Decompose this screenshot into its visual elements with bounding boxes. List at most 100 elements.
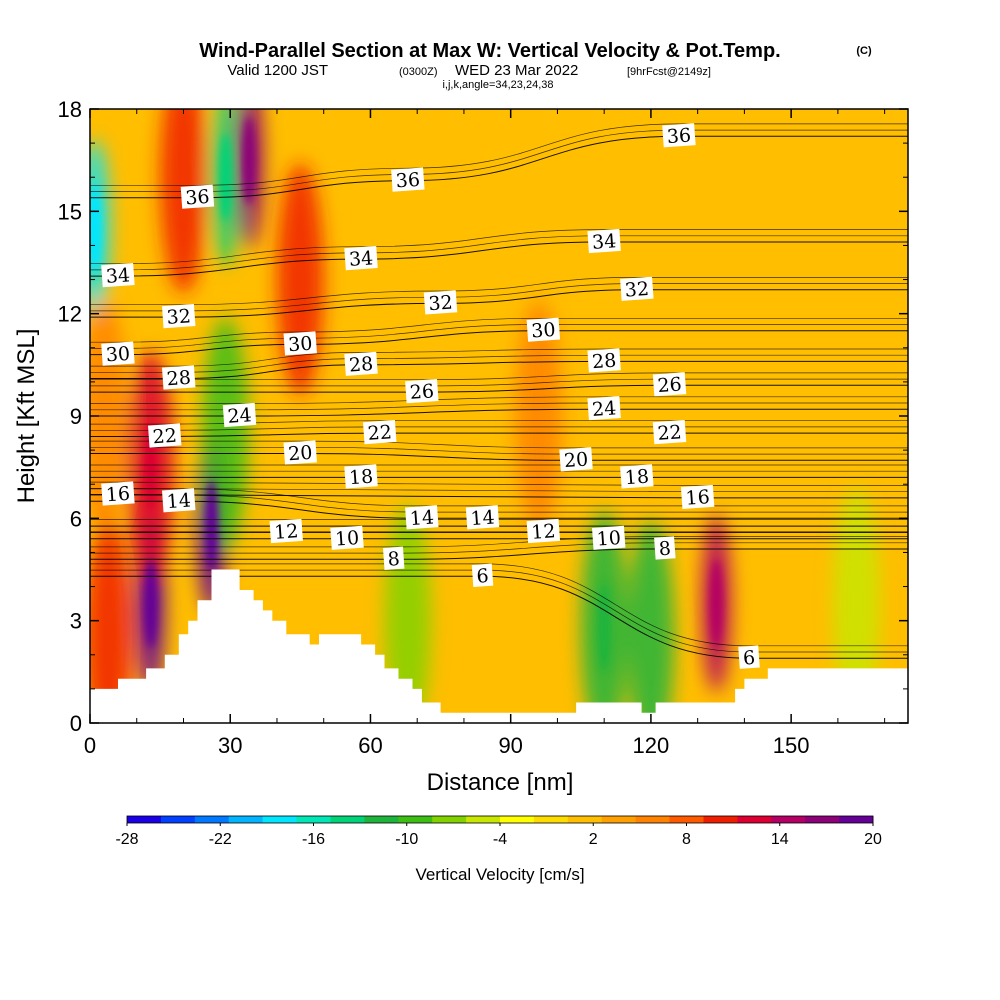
label-text: 24 [591,397,617,421]
isentrope-20 [90,452,908,461]
label-box [592,525,626,550]
isentrope-labels: 36 36 36 34 34 34 32 32 32 30 30 30 28 28 28 26 26 24 24 22… [101,123,760,670]
label-text: 10 [334,527,360,551]
isentrope-label-28: 28 [587,348,621,373]
label-text: 8 [387,548,401,571]
colorbar-swatch [296,816,331,823]
isentrope-8 [90,548,908,560]
label-text: 6 [742,647,756,670]
velocity-core-6 [204,480,219,570]
isentrope-minor-36-1 [90,123,908,186]
velocity-core-15 [709,559,723,648]
label-box [363,420,397,445]
colorbar-swatch [737,816,772,823]
label-text: 22 [657,421,683,445]
isentrope-label-22: 22 [652,420,687,445]
label-box [526,518,561,544]
isentrope-minor-6-0 [90,569,908,653]
isentrope-label-30: 30 [526,317,561,343]
label-text: 18 [624,466,650,490]
isentrope-label-6: 6 [471,563,494,588]
label-text: 8 [658,538,672,561]
label-box [662,123,696,148]
isentrope-label-22: 22 [148,423,182,448]
isentrope-minor-32-1 [90,277,908,306]
label-text: 32 [624,278,650,302]
isentrope-label-18: 18 [620,464,654,489]
y-tick-label: 9 [70,404,82,429]
isentrope-minor-16-1 [90,481,908,486]
x-tick-label: 60 [358,733,382,758]
isentrope-label-12: 12 [526,518,561,544]
isentrope-label-30: 30 [101,341,135,366]
label-box [471,563,494,587]
valid-date: WED 23 Mar 2022 [455,62,578,79]
isentrope-label-22: 22 [363,420,397,445]
label-text: 24 [227,404,253,428]
label-box [465,505,500,530]
label-box [559,447,593,472]
velocity-cell-16 [833,487,880,720]
label-box [101,341,135,366]
label-box [162,304,196,329]
isentrope-label-14: 14 [162,488,196,513]
isentrope-minor-8-1 [90,536,908,548]
colorbar-swatch [771,816,806,823]
label-box [391,167,425,192]
label-box [738,645,760,669]
label-text: 34 [105,264,131,288]
label-box [101,481,135,506]
label-box [148,423,182,448]
label-text: 18 [348,466,374,490]
label-box [162,488,196,513]
isentrope-label-14: 14 [465,505,500,530]
label-box [283,331,317,356]
label-box [269,518,303,544]
label-text: 12 [273,520,299,544]
label-text: 36 [185,186,211,210]
vertical-velocity-field [90,109,880,723]
colorbar-tick-label: 2 [589,831,598,848]
label-text: 34 [591,230,617,254]
isentrope-minor-20-0 [90,446,908,455]
y-axis-label: Height [Kft MSL] [13,329,40,504]
isentrope-label-24: 24 [587,396,621,421]
x-tick-label: 120 [633,733,670,758]
isentrope-minor-28-1 [90,348,908,367]
label-box [382,546,405,570]
velocity-core-0 [90,184,102,273]
isentrope-label-10: 10 [592,525,626,551]
colorbar-label: Vertical Velocity [cm/s] [415,865,584,884]
velocity-cell-12 [515,300,563,532]
colorbar-swatch [127,816,162,823]
isentrope-label-24: 24 [222,402,257,428]
colorbar-swatch [601,816,637,823]
colorbar-swatch [194,816,230,823]
label-text: 32 [166,305,192,329]
label-text: 26 [657,373,683,397]
isentrope-minor-26-0 [90,378,908,387]
isentrope-label-26: 26 [652,372,687,397]
label-box [405,505,439,530]
grid-indices: i,j,k,angle=34,23,24,38 [442,79,553,91]
valid-prefix: Valid 1200 JST [227,62,328,79]
x-tick-label: 0 [84,733,96,758]
isentrope-label-32: 32 [162,304,196,329]
colorbar-swatch [703,816,738,823]
colorbar-swatch [805,816,840,823]
isentrope-label-34: 34 [344,246,378,271]
label-box [587,228,621,254]
colorbar-swatch [262,816,297,823]
label-box [101,263,135,288]
colorbar-swatch [669,816,704,823]
colorbar-tick-label: 20 [864,831,882,848]
colorbar-swatch [635,816,670,823]
x-tick-label: 90 [498,733,522,758]
label-text: 28 [348,353,374,377]
label-box [587,396,621,421]
label-box [405,379,439,404]
terrain-mask [90,569,908,723]
isentrope-minor-20-1 [90,440,908,449]
isentrope-label-28: 28 [162,365,196,390]
